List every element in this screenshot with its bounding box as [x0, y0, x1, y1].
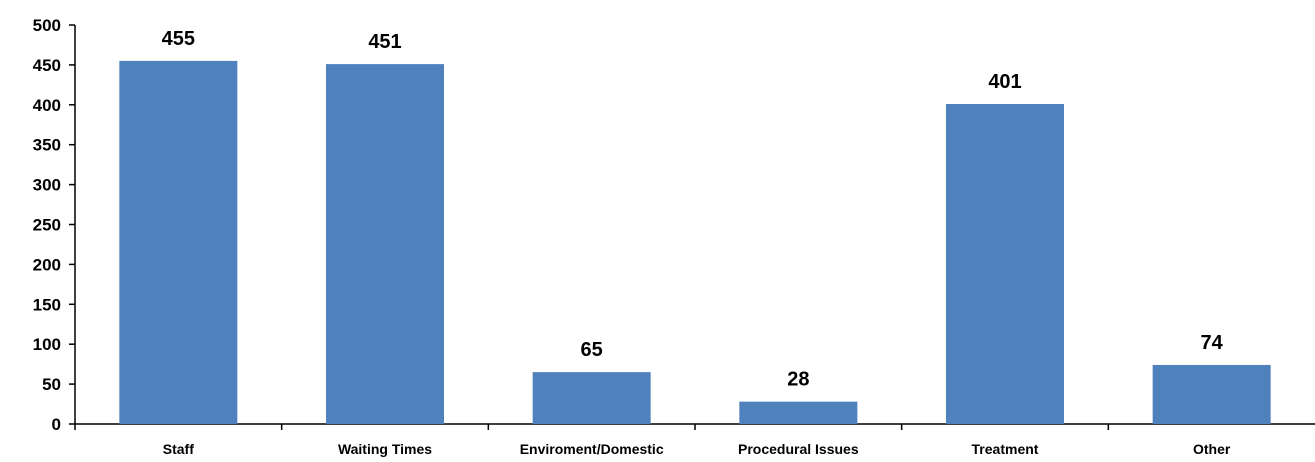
y-tick-label: 300 — [33, 176, 61, 195]
y-axis: 0 50 100 150 200 250 300 350 400 450 500 — [33, 16, 76, 434]
data-label: 74 — [1201, 332, 1224, 354]
bars — [119, 60, 1271, 425]
y-tick-label: 200 — [33, 255, 61, 274]
y-tick-label: 0 — [52, 415, 61, 434]
y-tick-label: 450 — [33, 56, 61, 75]
y-tick-label: 400 — [33, 96, 61, 115]
bar — [1152, 364, 1271, 424]
x-tick-label: Enviroment/Domestic — [520, 441, 664, 457]
x-tick-label: Procedural Issues — [738, 441, 859, 457]
x-tick-label: Other — [1193, 441, 1231, 457]
x-axis: Staff Waiting Times Enviroment/Domestic Pro… — [74, 423, 1315, 457]
bar — [946, 104, 1064, 424]
x-tick-label: Treatment — [972, 441, 1039, 457]
bar — [739, 401, 858, 424]
y-tick-label: 100 — [33, 335, 61, 354]
y-tick-label: 250 — [33, 216, 61, 235]
data-label: 28 — [787, 369, 809, 391]
y-tick-label: 500 — [33, 16, 61, 35]
data-labels: 455 451 65 28 401 74 — [162, 28, 1224, 391]
y-tick-label: 150 — [33, 295, 61, 314]
bar — [119, 60, 238, 424]
x-tick-label: Staff — [163, 441, 194, 457]
bar — [532, 372, 651, 424]
x-tick-label: Waiting Times — [338, 441, 432, 457]
data-label: 401 — [988, 71, 1021, 93]
data-label: 455 — [162, 28, 195, 50]
bar — [326, 64, 444, 425]
y-tick-label: 350 — [33, 136, 61, 155]
data-label: 65 — [581, 339, 603, 361]
data-label: 451 — [368, 31, 401, 53]
y-tick-label: 50 — [42, 375, 61, 394]
